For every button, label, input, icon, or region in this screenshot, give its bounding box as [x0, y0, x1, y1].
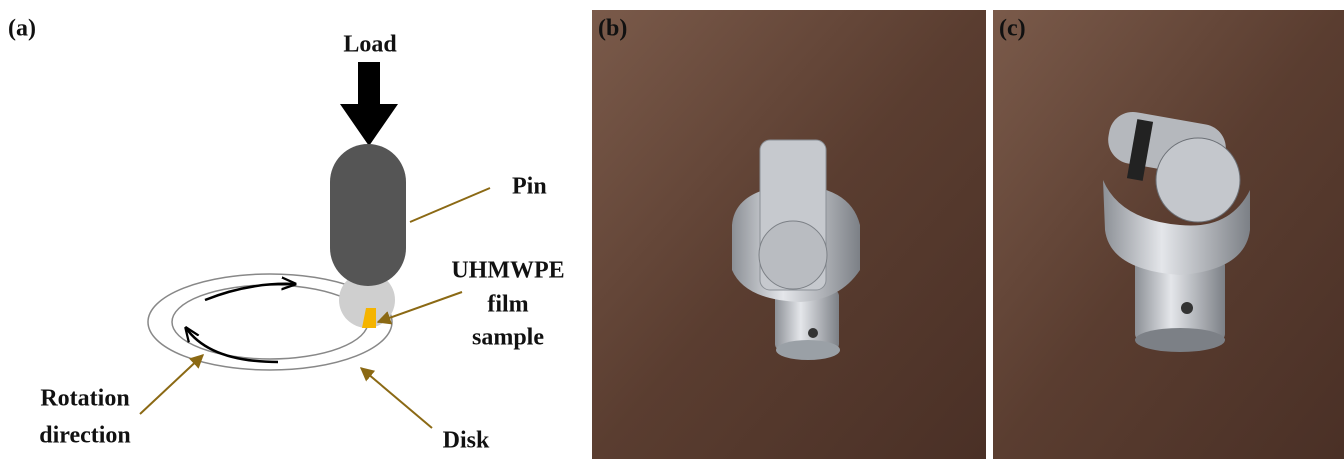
rotation-label: direction	[39, 423, 131, 449]
disk-inner	[172, 285, 368, 359]
sample-label: film	[487, 292, 528, 318]
specimen-hole	[1181, 302, 1193, 314]
panel-label: (c)	[999, 16, 1026, 42]
leader	[410, 188, 490, 222]
pin-label: Pin	[512, 174, 547, 200]
panel-a: (a) Load Pin UHMWPE film sample Rotation…	[8, 16, 565, 454]
panel-label: (b)	[598, 16, 627, 42]
leader	[361, 368, 432, 428]
rotation-label: Rotation	[40, 386, 129, 412]
sample-label: UHMWPE	[451, 258, 564, 284]
panel-b: (b)	[592, 10, 986, 459]
specimen	[1135, 328, 1225, 352]
specimen	[759, 221, 827, 289]
panel-c: (c)	[993, 10, 1344, 459]
disk-label: Disk	[443, 428, 490, 454]
load-label: Load	[343, 32, 397, 58]
leader	[140, 355, 203, 414]
sample-label: sample	[472, 325, 544, 351]
pin	[330, 144, 406, 286]
specimen	[776, 340, 840, 360]
figure: (a) Load Pin UHMWPE film sample Rotation…	[0, 0, 1344, 459]
rotation-arrow	[205, 284, 295, 300]
specimen	[1156, 138, 1240, 222]
specimen-hole	[808, 328, 818, 338]
load-arrow	[340, 62, 398, 146]
panel-label: (a)	[8, 16, 36, 42]
